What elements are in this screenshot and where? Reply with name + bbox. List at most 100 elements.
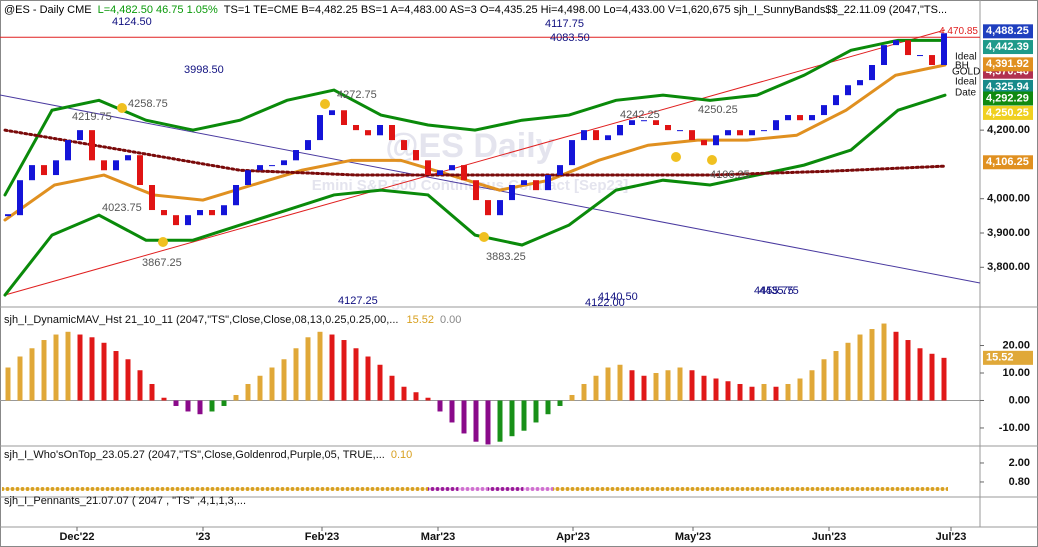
candle bbox=[293, 150, 299, 161]
histogram-bar bbox=[449, 400, 455, 423]
candle bbox=[461, 165, 467, 181]
histogram-bar bbox=[917, 348, 923, 401]
dotted-line bbox=[3, 128, 947, 177]
histogram-bar bbox=[797, 378, 803, 401]
candle bbox=[509, 185, 515, 201]
candle bbox=[905, 40, 911, 56]
histogram-bar bbox=[893, 331, 899, 401]
histogram-bar bbox=[413, 392, 419, 401]
dot-row bbox=[553, 487, 948, 493]
dot-row bbox=[2, 487, 428, 493]
swing-label: 3867.25 bbox=[142, 257, 182, 269]
pane-title-text: sjh_I_Who'sOnTop_23.05.27 (2047,"TS",Clo… bbox=[4, 449, 385, 461]
candle bbox=[221, 205, 227, 216]
fields: TS=1 TE=CME B=4,482.25 BS=1 A=4,483.00 A… bbox=[224, 4, 947, 16]
histogram-bar bbox=[101, 342, 107, 401]
candle bbox=[329, 110, 335, 116]
histogram-bar bbox=[77, 334, 83, 401]
histogram-bar bbox=[941, 357, 947, 401]
histogram-bar bbox=[5, 367, 11, 401]
candle bbox=[353, 125, 359, 131]
price-marker bbox=[983, 24, 1033, 39]
candle bbox=[533, 180, 539, 191]
annotation: 4455.75 bbox=[754, 285, 794, 297]
price-plot: 4,470.85 bbox=[0, 26, 980, 297]
candle bbox=[485, 200, 491, 216]
candle bbox=[833, 95, 839, 106]
watermark-title: @ES Daily bbox=[385, 127, 554, 165]
candle bbox=[401, 140, 407, 151]
histogram-bar bbox=[617, 364, 623, 401]
histogram-bar bbox=[665, 370, 671, 401]
candle bbox=[809, 115, 815, 121]
histogram-bar bbox=[569, 394, 575, 401]
histogram-bar bbox=[869, 329, 875, 401]
swing-label: 4219.75 bbox=[72, 111, 112, 123]
histogram-bar bbox=[785, 383, 791, 401]
histogram-bar bbox=[269, 367, 275, 401]
histogram-bar bbox=[89, 337, 95, 401]
histogram-bar bbox=[485, 400, 491, 445]
dot-row bbox=[458, 487, 488, 493]
histogram-bar bbox=[689, 370, 695, 401]
y-tick-label: 0.80 bbox=[1009, 476, 1030, 488]
histogram-bar bbox=[845, 342, 851, 401]
header: @ES - Daily CME L=4,482.50 46.75 1.05% TS=… bbox=[4, 4, 947, 16]
histogram-bar bbox=[629, 370, 635, 401]
dot-row bbox=[428, 487, 458, 493]
candle bbox=[89, 130, 95, 161]
histogram-bar bbox=[641, 375, 647, 401]
candle bbox=[413, 150, 419, 161]
swing-label: 4258.75 bbox=[128, 98, 168, 110]
histogram-bar bbox=[581, 383, 587, 401]
candle bbox=[233, 185, 239, 206]
histogram-bar bbox=[929, 353, 935, 401]
pane-title: sjh_I_DynamicMAV_Hst 21_10_11 (2047,"TS"… bbox=[4, 314, 461, 326]
dot-row bbox=[523, 487, 553, 493]
annotation: 4127.25 bbox=[338, 295, 378, 307]
price-marker-label: 4,292.29 bbox=[986, 92, 1029, 104]
candle bbox=[797, 115, 803, 121]
histogram-bar bbox=[677, 367, 683, 401]
candle bbox=[65, 140, 71, 161]
quote: L=4,482.50 46.75 1.05% bbox=[98, 4, 218, 16]
candle bbox=[557, 165, 563, 176]
x-tick-label: Feb'23 bbox=[305, 531, 339, 543]
candle bbox=[125, 155, 131, 161]
candle bbox=[161, 210, 167, 216]
histogram-bar bbox=[209, 400, 215, 412]
pane-value: 0.00 bbox=[440, 314, 461, 326]
histogram-bar bbox=[593, 375, 599, 401]
histogram-bar bbox=[821, 359, 827, 401]
x-tick-label: May'23 bbox=[675, 531, 711, 543]
side-label: GOLD bbox=[952, 67, 980, 78]
trend-line bbox=[0, 94, 981, 284]
swing-label: 3883.25 bbox=[486, 251, 526, 263]
candle bbox=[929, 55, 935, 65]
x-tick-label: Jul'23 bbox=[936, 531, 967, 543]
histogram-bar bbox=[233, 394, 239, 401]
histogram-bar bbox=[701, 375, 707, 401]
histogram-bar bbox=[329, 334, 335, 401]
y-tick-label: 3,800.00 bbox=[987, 261, 1030, 273]
histogram-bar bbox=[341, 340, 347, 401]
candle bbox=[749, 130, 755, 136]
histogram-bar bbox=[737, 383, 743, 401]
candle bbox=[101, 160, 107, 171]
swing-dot bbox=[707, 155, 717, 165]
pane-title: sjh_I_Who'sOnTop_23.05.27 (2047,"TS",Clo… bbox=[4, 449, 412, 461]
x-tick-label: '23 bbox=[196, 531, 211, 543]
swing-label: 4272.75 bbox=[337, 89, 377, 101]
pane-value: 15.52 bbox=[406, 314, 434, 326]
swing-label: 4250.25 bbox=[698, 104, 738, 116]
histogram-bar bbox=[857, 334, 863, 401]
candle bbox=[53, 160, 59, 176]
annotation: 4140.50 bbox=[598, 291, 638, 303]
candle bbox=[773, 120, 779, 131]
candle bbox=[173, 215, 179, 226]
histogram-bar bbox=[125, 359, 131, 401]
candle bbox=[713, 135, 719, 146]
price-marker bbox=[983, 57, 1033, 72]
candle bbox=[41, 165, 47, 176]
